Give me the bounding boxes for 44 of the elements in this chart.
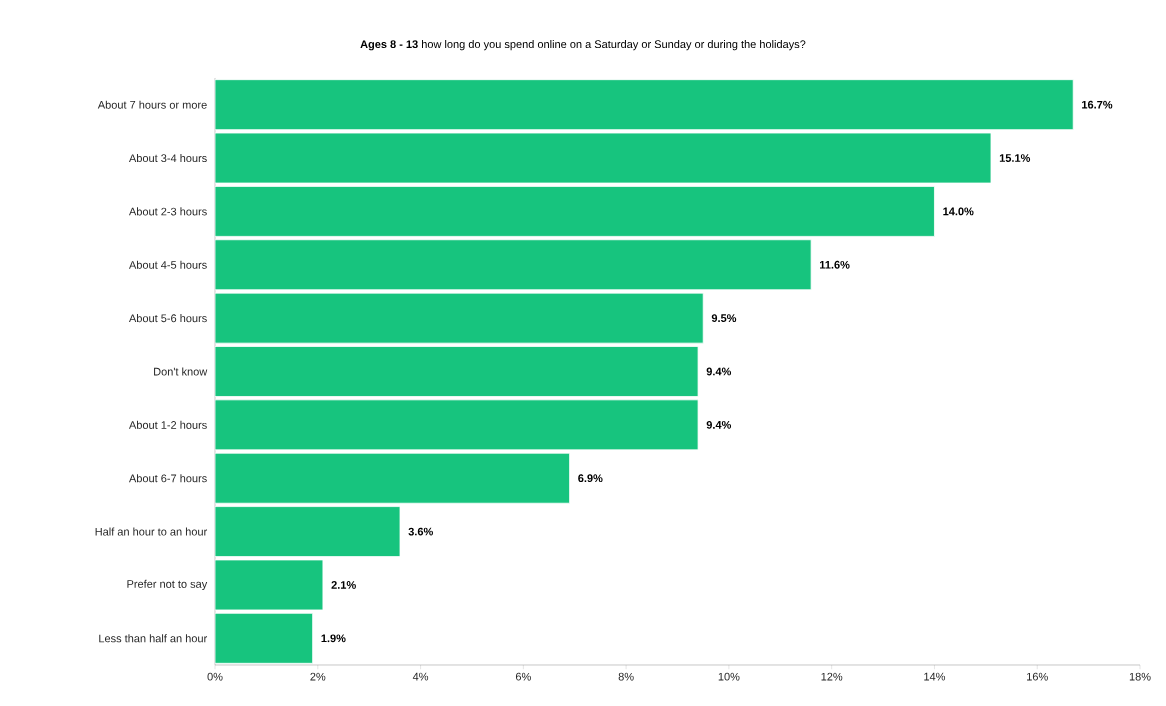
x-tick-label: 14%	[924, 672, 946, 681]
x-tick-label: 16%	[1027, 672, 1048, 681]
bar	[215, 452, 570, 504]
data-label: 1.9%	[321, 634, 346, 643]
data-label: 15.1%	[999, 154, 1031, 162]
y-tick-label: About 4-5 hours	[128, 260, 207, 269]
y-tick-label: About 7 hours or more	[97, 100, 207, 109]
data-label: 9.4%	[706, 367, 732, 376]
data-label: 2.1%	[331, 581, 356, 589]
x-tick-label: 10%	[718, 672, 740, 681]
bar	[215, 506, 401, 557]
y-tick-label: About 2-3 hours	[128, 207, 207, 216]
data-label: 9.4%	[706, 420, 732, 429]
x-tick-label: 6%	[515, 672, 531, 681]
y-tick-label: Half an hour to an hour	[95, 527, 208, 536]
data-label: 9.5%	[711, 314, 737, 323]
data-label: 11.6%	[820, 260, 850, 269]
bar	[215, 399, 699, 451]
data-label: 16.7%	[1082, 100, 1113, 109]
y-tick-label: Less than half an hour	[99, 634, 208, 643]
bar	[215, 612, 314, 664]
y-tick-label: Don't know	[154, 367, 208, 376]
data-label: 14.0%	[943, 207, 974, 216]
data-label: 3.6%	[408, 527, 433, 536]
bar	[215, 79, 1074, 130]
x-tick-label: 0%	[207, 672, 223, 681]
y-tick-label: About 3-4 hours	[128, 154, 207, 163]
bar	[215, 186, 935, 237]
y-tick-label: About 5-6 hours	[128, 314, 207, 323]
x-tick-label: 2%	[310, 672, 326, 681]
bar	[215, 239, 812, 291]
y-tick-label: About 6-7 hours	[128, 474, 207, 483]
y-tick-label: Prefer not to say	[127, 579, 208, 591]
x-tick-label: 8%	[618, 672, 634, 681]
x-tick-label: 4%	[412, 672, 429, 681]
data-label: 6.9%	[578, 474, 603, 483]
chart-title: Ages 8 - 13 how long do you spend online on a Saturday or Sunday or during the holidays?	[360, 40, 806, 51]
x-tick-label: 12%	[821, 672, 843, 681]
bar	[215, 132, 992, 184]
y-tick-label: About 1-2 hours	[128, 420, 207, 429]
bar	[215, 346, 699, 397]
bar	[215, 292, 704, 344]
x-tick-label: 18%	[1129, 672, 1151, 681]
bar	[215, 559, 324, 611]
